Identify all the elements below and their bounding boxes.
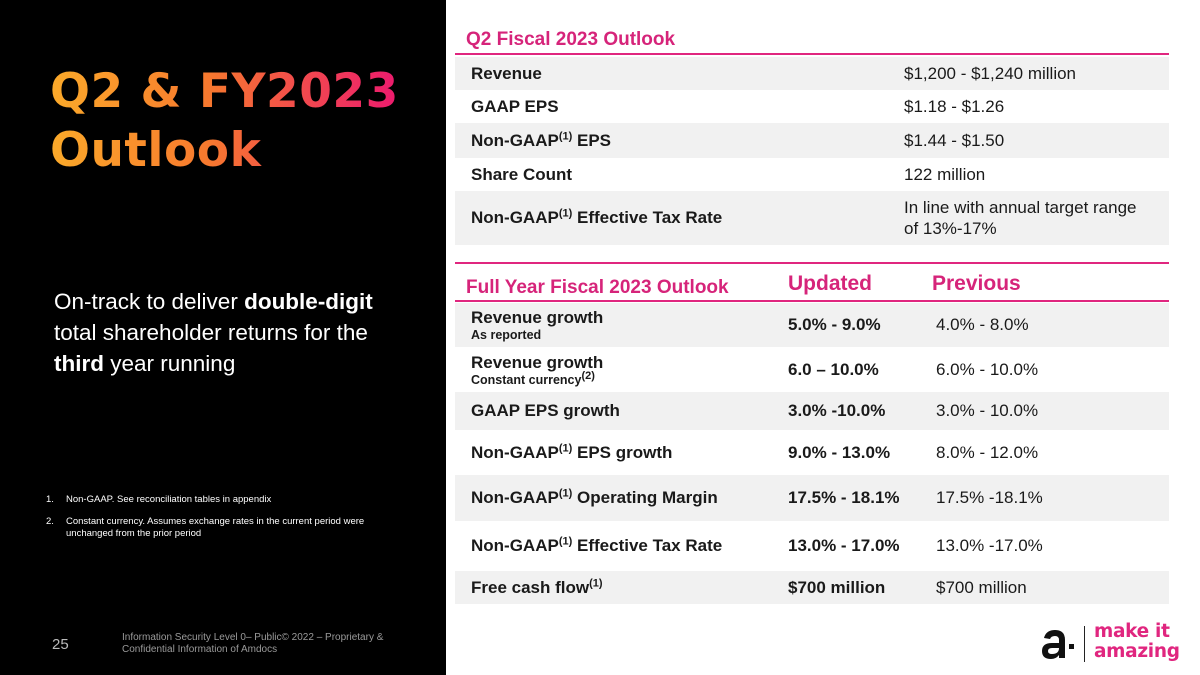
footnote-number: 2.	[46, 516, 54, 527]
row-label: Revenue growth As reported	[471, 308, 604, 342]
previous-value: 8.0% - 12.0%	[936, 442, 1039, 462]
fy-row-operating-margin: Non-GAAP(1) Operating Margin 17.5% - 18.…	[455, 475, 1169, 521]
row-label: GAAP EPS growth	[471, 401, 620, 420]
q2-row-tax-rate: Non-GAAP(1) Effective Tax Rate In line w…	[455, 191, 1169, 245]
make-it-amazing-logo: make it amazing	[1094, 622, 1180, 662]
fy-row-revenue-constant: Revenue growth Constant currency(2) 6.0 –…	[455, 347, 1169, 392]
q2-row-revenue: Revenue $1,200 - $1,240 million	[455, 57, 1169, 90]
row-label: Free cash flow(1)	[471, 576, 603, 597]
previous-value: $700 million	[936, 577, 1027, 597]
tagline-emphasis: double-digit	[244, 289, 373, 314]
row-label: Non-GAAP(1) Operating Margin	[471, 487, 718, 507]
updated-value: 3.0% -10.0%	[788, 401, 886, 420]
previous-value: 3.0% - 10.0%	[936, 401, 1039, 420]
row-label: Revenue	[471, 63, 542, 83]
tagline-text: year running	[104, 351, 236, 376]
q2-row-nongaap-eps: Non-GAAP(1) EPS $1.44 - $1.50	[455, 123, 1169, 158]
row-value: 122 million	[904, 165, 986, 184]
row-value: $1,200 - $1,240 million	[904, 64, 1077, 83]
q2-row-gaap-eps: GAAP EPS $1.18 - $1.26	[455, 90, 1169, 123]
row-label: Non-GAAP(1) EPS	[471, 129, 612, 150]
confidentiality-notice: Information Security Level 0– Public© 20…	[122, 632, 384, 655]
row-value: $1.18 - $1.26	[904, 97, 1005, 116]
q2-row-share-count: Share Count 122 million	[455, 158, 1169, 191]
updated-value: 17.5% - 18.1%	[788, 488, 900, 507]
updated-value: 5.0% - 9.0%	[788, 315, 881, 334]
row-label: Share Count	[471, 164, 573, 184]
row-value: In line with annual target range of 13%-…	[904, 198, 1137, 238]
updated-value: $700 million	[788, 577, 886, 597]
updated-value: 13.0% - 17.0%	[788, 536, 900, 555]
column-header-previous: Previous	[932, 272, 1021, 295]
fy-outlook-title: Full Year Fiscal 2023 Outlook	[466, 277, 729, 298]
logo-divider	[1084, 626, 1085, 662]
slide-title: Q2 & FY2023 Outlook	[50, 62, 399, 180]
row-label: Non-GAAP(1) Effective Tax Rate	[471, 535, 723, 555]
previous-value: 17.5% -18.1%	[936, 488, 1043, 507]
logo-line-2: amazing	[1094, 641, 1180, 662]
footnote: 2. Constant currency. Assumes exchange ra…	[46, 516, 386, 540]
logo-line-1: make it	[1094, 621, 1170, 642]
q2-outlook-title: Q2 Fiscal 2023 Outlook	[466, 29, 676, 50]
row-label: Revenue growth Constant currency(2)	[471, 352, 604, 387]
tagline-text: total shareholder returns for the	[54, 320, 368, 345]
tagline: On-track to deliver double-digit total s…	[54, 286, 394, 379]
footnotes: 1. Non-GAAP. See reconciliation tables in…	[46, 494, 386, 550]
row-label: GAAP EPS	[471, 96, 559, 116]
title-line-1: Q2 & FY2023	[50, 64, 399, 119]
updated-value: 9.0% - 13.0%	[788, 442, 891, 462]
footnote-number: 1.	[46, 494, 54, 505]
previous-value: 6.0% - 10.0%	[936, 359, 1039, 379]
section-divider	[455, 300, 1169, 302]
section-divider	[455, 262, 1169, 264]
row-value: $1.44 - $1.50	[904, 131, 1005, 150]
updated-value: 6.0 – 10.0%	[788, 359, 879, 379]
page-number: 25	[52, 636, 69, 653]
fy-row-revenue-reported: Revenue growth As reported 5.0% - 9.0% 4.…	[455, 303, 1169, 347]
tagline-emphasis: third	[54, 351, 104, 376]
fy-row-gaap-eps: GAAP EPS growth 3.0% -10.0% 3.0% - 10.0%	[455, 392, 1169, 430]
left-panel: Q2 & FY2023 Outlook On-track to deliver …	[0, 0, 446, 675]
previous-value: 13.0% -17.0%	[936, 536, 1043, 555]
row-label: Non-GAAP(1) Effective Tax Rate	[471, 207, 723, 227]
previous-value: 4.0% - 8.0%	[936, 315, 1029, 334]
title-line-2: Outlook	[50, 123, 262, 178]
column-header-updated: Updated	[788, 272, 872, 295]
section-divider	[455, 53, 1169, 55]
footnote: 1. Non-GAAP. See reconciliation tables in…	[46, 494, 386, 506]
amdocs-logo-icon	[1042, 630, 1074, 659]
row-label: Non-GAAP(1) EPS growth	[471, 441, 673, 462]
fy-row-free-cash-flow: Free cash flow(1) $700 million $700 mill…	[455, 571, 1169, 604]
tagline-text: On-track to deliver	[54, 289, 245, 314]
footnote-text: Non-GAAP. See reconciliation tables in a…	[66, 494, 272, 505]
footnote-text: Constant currency. Assumes exchange rate…	[66, 516, 365, 539]
fy-row-tax-rate: Non-GAAP(1) Effective Tax Rate 13.0% - 1…	[455, 521, 1169, 571]
fy-row-nongaap-eps: Non-GAAP(1) EPS growth 9.0% - 13.0% 8.0%…	[455, 430, 1169, 475]
